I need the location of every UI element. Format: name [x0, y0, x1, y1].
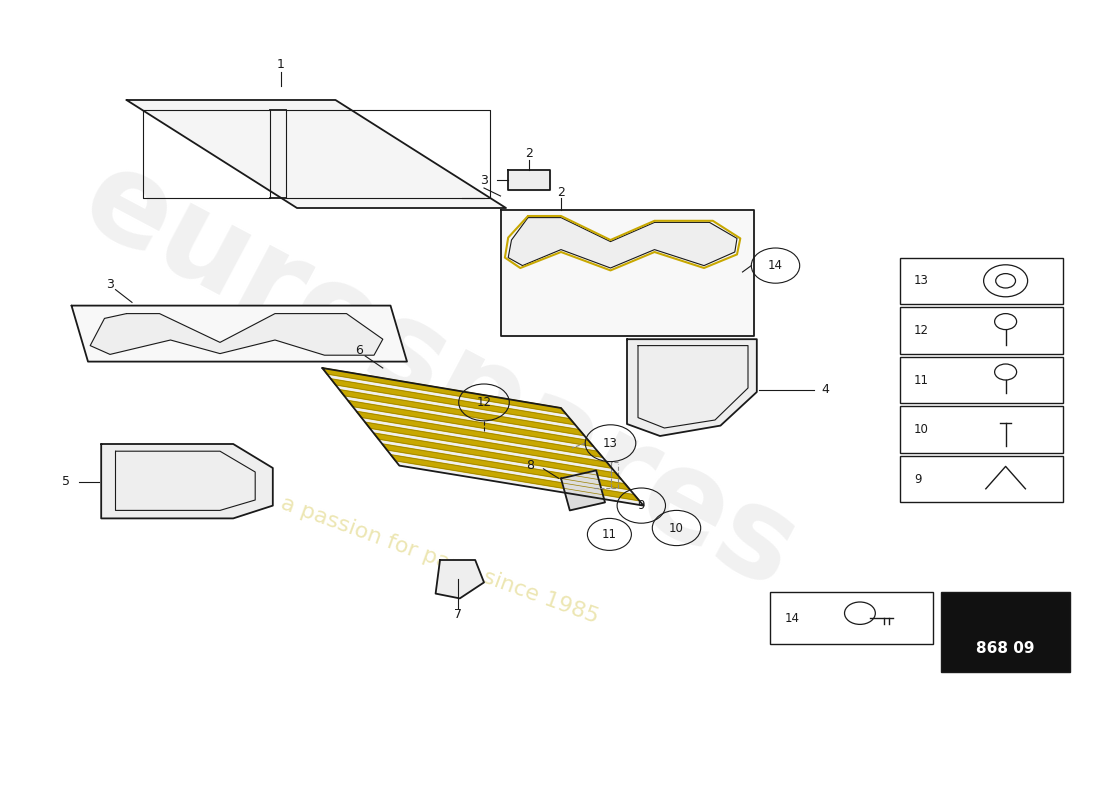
Text: 9: 9 — [914, 473, 922, 486]
Text: 8: 8 — [527, 459, 535, 472]
Polygon shape — [126, 100, 506, 208]
Text: 9: 9 — [638, 499, 645, 512]
Polygon shape — [101, 444, 273, 518]
Text: 11: 11 — [914, 374, 929, 386]
FancyBboxPatch shape — [900, 456, 1063, 502]
FancyBboxPatch shape — [900, 357, 1063, 403]
Polygon shape — [374, 433, 621, 479]
Polygon shape — [561, 470, 605, 510]
Text: 11: 11 — [602, 528, 617, 541]
Polygon shape — [508, 218, 737, 268]
Text: 3: 3 — [481, 174, 488, 186]
Text: 2: 2 — [557, 186, 565, 198]
Polygon shape — [508, 170, 550, 190]
FancyBboxPatch shape — [770, 592, 933, 644]
Text: 1: 1 — [276, 58, 285, 70]
Text: 10: 10 — [914, 423, 929, 436]
Text: 10: 10 — [669, 522, 684, 534]
Text: 14: 14 — [768, 259, 783, 272]
Polygon shape — [382, 444, 630, 490]
Text: 5: 5 — [63, 475, 70, 488]
Polygon shape — [340, 390, 584, 436]
FancyBboxPatch shape — [900, 258, 1063, 304]
Polygon shape — [322, 368, 566, 414]
Text: 14: 14 — [784, 611, 800, 625]
Polygon shape — [390, 454, 639, 501]
Text: eurospares: eurospares — [63, 137, 817, 615]
Text: a passion for parts since 1985: a passion for parts since 1985 — [278, 493, 602, 627]
FancyBboxPatch shape — [900, 307, 1063, 354]
Text: 6: 6 — [354, 344, 363, 357]
Polygon shape — [500, 210, 754, 336]
Text: 13: 13 — [914, 274, 929, 287]
Text: 12: 12 — [476, 396, 492, 409]
Polygon shape — [952, 604, 1015, 628]
Polygon shape — [331, 379, 575, 425]
Polygon shape — [72, 306, 407, 362]
FancyBboxPatch shape — [900, 406, 1063, 453]
Text: 4: 4 — [822, 383, 829, 396]
Text: 3: 3 — [106, 278, 114, 291]
Polygon shape — [90, 314, 383, 355]
Text: 13: 13 — [603, 437, 618, 450]
Text: 868 09: 868 09 — [976, 641, 1035, 656]
Polygon shape — [322, 368, 644, 506]
Polygon shape — [356, 411, 603, 458]
Text: 12: 12 — [914, 324, 929, 337]
Polygon shape — [436, 560, 484, 598]
Text: 7: 7 — [453, 608, 462, 621]
FancyBboxPatch shape — [940, 592, 1070, 672]
Polygon shape — [365, 422, 612, 468]
Polygon shape — [627, 339, 757, 436]
Polygon shape — [348, 401, 594, 446]
Text: 2: 2 — [525, 147, 533, 160]
